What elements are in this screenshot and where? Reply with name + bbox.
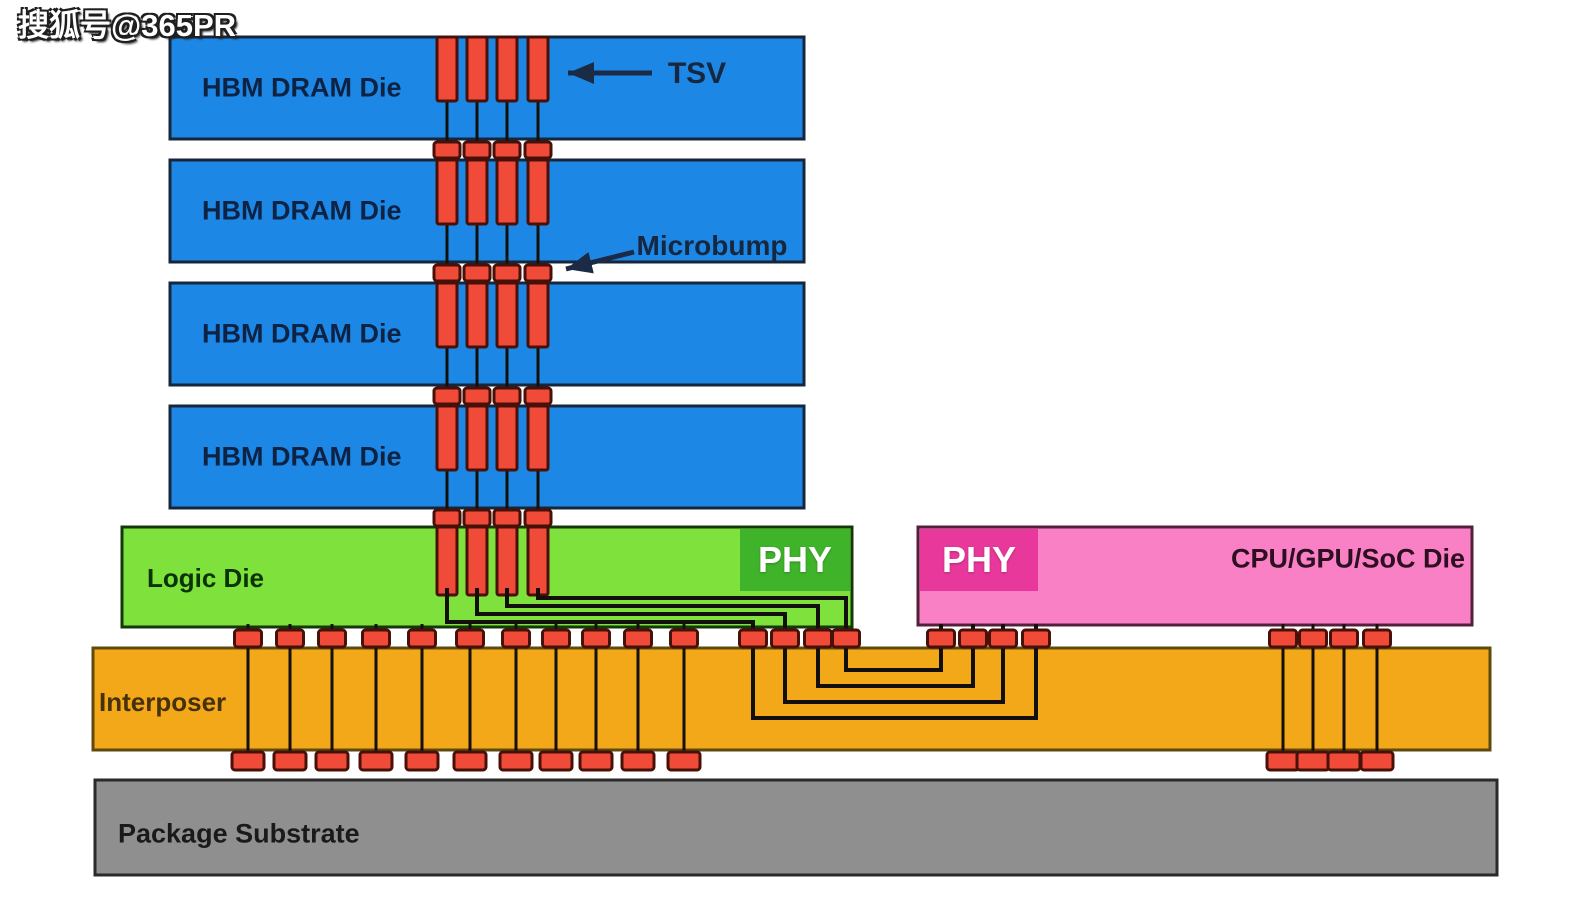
solder-bump xyxy=(1265,750,1301,772)
microbump xyxy=(432,386,462,406)
microbump xyxy=(1268,628,1298,649)
microbump xyxy=(770,628,800,649)
tsv-via xyxy=(526,35,550,103)
phy-routing-wire xyxy=(536,588,848,640)
hbm-dram-die-4-label: HBM DRAM Die xyxy=(202,441,402,472)
microbump xyxy=(1021,628,1051,649)
tsv-via xyxy=(465,158,489,226)
microbump xyxy=(541,628,571,649)
microbump xyxy=(455,628,485,649)
solder-bump xyxy=(404,750,440,772)
solder-bump xyxy=(452,750,488,772)
tsv-via xyxy=(495,525,519,597)
microbump xyxy=(523,263,553,283)
tsv-annotation-label: TSV xyxy=(667,57,727,90)
microbump xyxy=(407,628,437,649)
microbump xyxy=(361,628,391,649)
solder-bump xyxy=(498,750,534,772)
solder-bump xyxy=(1295,750,1331,772)
phy-routing-wire xyxy=(505,588,820,640)
microbump xyxy=(523,140,553,160)
microbump xyxy=(988,628,1018,649)
microbump xyxy=(462,508,492,528)
solder-bump xyxy=(1359,750,1395,772)
logic-phy-label: PHY xyxy=(757,539,833,580)
solder-bump xyxy=(666,750,702,772)
microbump xyxy=(803,628,833,649)
microbump xyxy=(462,386,492,406)
cpu-phy-block xyxy=(920,529,1038,591)
tsv-via xyxy=(465,525,489,597)
tsv-via xyxy=(526,525,550,597)
microbump xyxy=(492,263,522,283)
solder-bump xyxy=(230,750,266,772)
microbump xyxy=(523,386,553,406)
package-substrate-block xyxy=(93,778,1499,877)
tsv-via xyxy=(495,158,519,226)
microbump xyxy=(432,263,462,283)
package-substrate-label: Package Substrate xyxy=(118,818,360,849)
tsv-via xyxy=(526,158,550,226)
tsv-via xyxy=(435,525,459,597)
microbump xyxy=(831,628,861,649)
tsv-via xyxy=(526,404,550,472)
tsv-via xyxy=(435,404,459,472)
microbump xyxy=(581,628,611,649)
tsv-via xyxy=(526,281,550,349)
microbump-annotation-label: Microbump xyxy=(636,230,788,261)
tsv-via xyxy=(465,404,489,472)
microbump xyxy=(523,508,553,528)
microbump xyxy=(317,628,347,649)
logic-phy-block xyxy=(740,529,850,591)
microbump xyxy=(1298,628,1328,649)
microbump xyxy=(492,508,522,528)
cpu-phy-label: PHY xyxy=(941,539,1017,580)
tsv-via xyxy=(465,281,489,349)
tsv-via xyxy=(495,404,519,472)
watermark: 搜狐号@365PR xyxy=(18,8,237,43)
microbump xyxy=(432,140,462,160)
interposer-label: Interposer xyxy=(99,687,227,717)
hbm-dram-die-1-label: HBM DRAM Die xyxy=(202,72,402,103)
microbump xyxy=(623,628,653,649)
interposer-routing-wire xyxy=(751,624,1038,720)
microbump xyxy=(462,263,492,283)
tsv-via xyxy=(465,35,489,103)
microbump xyxy=(432,508,462,528)
microbump xyxy=(233,628,263,649)
microbump xyxy=(958,628,988,649)
solder-bump xyxy=(578,750,614,772)
solder-bump xyxy=(1326,750,1362,772)
logic-die-label: Logic Die xyxy=(147,563,265,593)
solder-bump xyxy=(358,750,394,772)
tsv-via xyxy=(495,281,519,349)
interposer-block xyxy=(91,646,1492,752)
microbump xyxy=(492,386,522,406)
microbump-arrow xyxy=(565,249,635,274)
hbm-dram-die-2-label: HBM DRAM Die xyxy=(202,195,402,226)
solder-bump xyxy=(272,750,308,772)
microbump xyxy=(1362,628,1392,649)
microbump xyxy=(669,628,699,649)
microbump xyxy=(492,140,522,160)
microbump xyxy=(1329,628,1359,649)
solder-bump xyxy=(314,750,350,772)
microbump xyxy=(275,628,305,649)
solder-bump xyxy=(538,750,574,772)
hbm-dram-die-3-label: HBM DRAM Die xyxy=(202,318,402,349)
interposer-routing-wire xyxy=(783,624,1005,704)
tsv-via xyxy=(495,35,519,103)
microbump xyxy=(738,628,768,649)
microbump xyxy=(926,628,956,649)
interposer-routing-wire xyxy=(816,624,975,688)
tsv-via xyxy=(435,281,459,349)
microbump xyxy=(501,628,531,649)
cpu-gpu-soc-die-label: CPU/GPU/SoC Die xyxy=(1230,543,1466,574)
microbump xyxy=(462,140,492,160)
solder-bump xyxy=(620,750,656,772)
tsv-via xyxy=(435,158,459,226)
tsv-via xyxy=(435,35,459,103)
